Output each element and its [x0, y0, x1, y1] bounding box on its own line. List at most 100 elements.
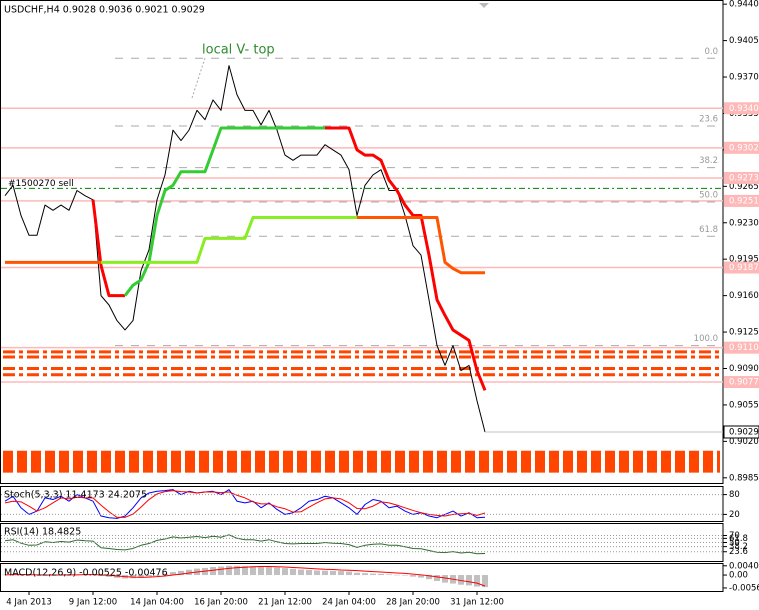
bar: [266, 566, 272, 576]
annotation-pointer: [191, 57, 206, 99]
level-box: [724, 261, 759, 274]
bar: [186, 569, 192, 576]
level-label: 0.9273: [729, 174, 759, 184]
y-tick-label: 0.9020: [729, 437, 759, 447]
level-box: [724, 376, 759, 389]
bar: [258, 566, 264, 576]
x-tick-label: 21 Jan 12:00: [258, 598, 312, 608]
bar: [226, 565, 232, 576]
x-tick-label: 24 Jan 04:00: [322, 598, 376, 608]
main-panel: [0, 0, 724, 484]
x-tick-label: 9 Jan 12:00: [69, 598, 117, 608]
series-line: [101, 216, 357, 264]
bar: [154, 575, 160, 576]
bar: [298, 569, 304, 576]
x-tick-label: 14 Jan 04:00: [130, 598, 184, 608]
annotation: local V- top: [202, 43, 275, 58]
bar: [306, 569, 312, 576]
macd-panel: [0, 563, 724, 592]
bar: [330, 570, 336, 576]
bar: [466, 575, 472, 586]
x-tick-label: 4 Jan 2013: [6, 598, 52, 608]
x-tick-label: 16 Jan 20:00: [194, 598, 248, 608]
bar: [106, 575, 112, 577]
y-tick-label: 80: [729, 490, 740, 500]
level-label: 0.9110: [729, 343, 759, 353]
y-tick-label: 38.2: [729, 542, 748, 552]
bar: [218, 566, 224, 576]
fib-label: 100.0: [694, 334, 718, 344]
bar: [370, 573, 376, 576]
y-tick-label: 0.9195: [729, 255, 759, 265]
y-tick-label: 0.9090: [729, 364, 759, 374]
panel-title: RSI(14) 18.4825: [4, 527, 81, 538]
bar: [362, 573, 368, 576]
y-tick-label: 0.9230: [729, 218, 759, 228]
bar: [170, 572, 176, 576]
bar: [354, 572, 360, 576]
bar: [482, 575, 488, 588]
series-line: [5, 216, 485, 275]
y-tick-label: 0.9440: [729, 0, 759, 10]
series-line: [4, 65, 486, 433]
last-box: [723, 425, 759, 439]
bar: [394, 574, 400, 576]
bar: [146, 575, 152, 577]
y-tick-label: 0.00: [729, 571, 748, 581]
y-tick-label: -0.00561: [729, 583, 759, 593]
bar: [418, 575, 424, 578]
level-box: [724, 194, 759, 207]
x-tick-label: 28 Jan 20:00: [386, 598, 440, 608]
y-tick-label: 0.9370: [729, 73, 759, 83]
bar: [386, 574, 392, 576]
level-label: 0.9187: [729, 263, 759, 273]
level-box: [724, 141, 759, 154]
last-label: 0.9029: [729, 427, 759, 437]
y-tick-label: 0.9265: [729, 182, 759, 192]
fib-label: 23.6: [699, 114, 718, 124]
fib-label: 0.0: [704, 47, 718, 57]
bar: [338, 571, 344, 576]
fib-label: 38.2: [699, 156, 718, 166]
bar: [346, 571, 352, 576]
signal-line: [4, 566, 486, 587]
shift-marker: [479, 3, 489, 8]
level-label: 0.9302: [729, 143, 759, 153]
bar: [290, 568, 296, 576]
bar: [474, 575, 480, 587]
level-box: [724, 102, 759, 115]
bar: [322, 570, 328, 576]
x-tick-label: 31 Jan 12:00: [450, 598, 504, 608]
bar: [138, 575, 144, 578]
bar: [2, 574, 8, 576]
series-line: [91, 126, 487, 391]
y-tick-label: 0.8985: [729, 473, 759, 483]
y-tick-label: 0.9405: [729, 36, 759, 46]
level-box: [724, 341, 759, 354]
order-label: #1500270 sell: [8, 179, 74, 189]
bar: [458, 575, 464, 585]
bar: [26, 575, 32, 576]
y-tick-label: 23.6: [729, 547, 748, 557]
bar: [234, 565, 240, 576]
fib-label: 50.0: [699, 190, 718, 200]
bar: [242, 566, 248, 576]
bar: [274, 567, 280, 576]
bar: [282, 568, 288, 576]
level-label: 0.9251: [729, 196, 759, 206]
y-tick-label: 0.9160: [729, 291, 759, 301]
stoch-panel: [0, 486, 724, 522]
series-line: [4, 534, 486, 555]
level-label: 0.9077: [729, 378, 759, 388]
y-tick-label: 70: [729, 531, 740, 541]
fib-label: 61.8: [699, 225, 718, 235]
bar: [210, 566, 216, 576]
level-label: 0.9340: [729, 104, 759, 114]
y-tick-label: 20: [729, 510, 740, 520]
y-tick-label: 50: [729, 538, 740, 548]
bar: [434, 575, 440, 582]
y-tick-label: 61.8: [729, 534, 748, 544]
panel-title: MACD(12,26,9) -0.00525 -0.00476: [4, 568, 168, 579]
